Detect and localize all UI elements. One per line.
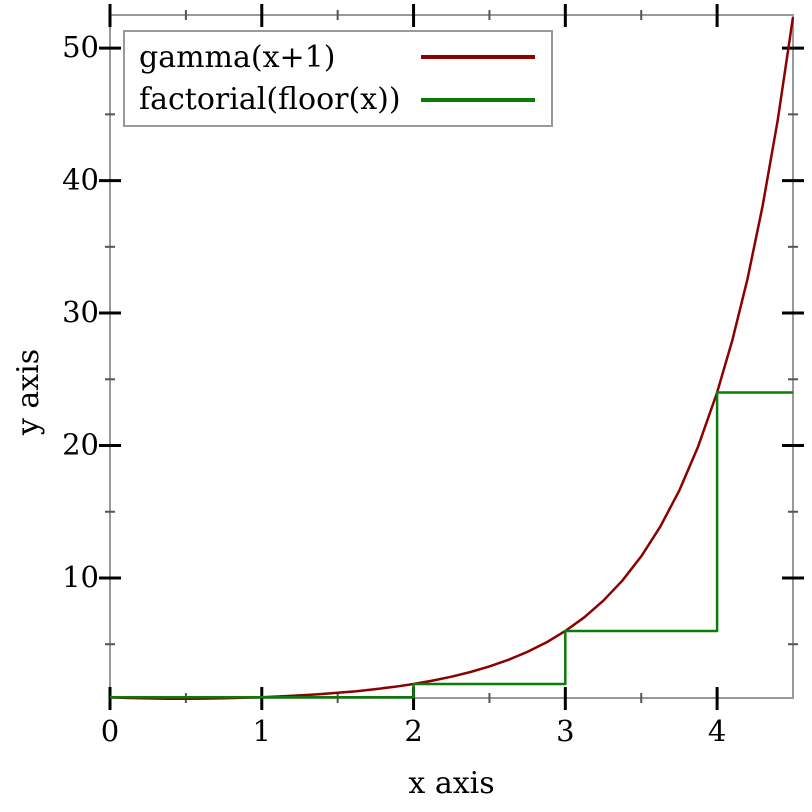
series-line-factorial xyxy=(110,391,793,699)
legend-label-gamma: gamma(x+1) xyxy=(139,39,336,75)
axis-frame xyxy=(109,14,794,699)
legend-line-sample-factorial xyxy=(421,97,535,102)
x-axis-title: x axis xyxy=(408,766,495,801)
legend-line-sample-gamma xyxy=(421,55,535,60)
x-tick-label: 3 xyxy=(556,714,574,748)
y-tick-label: 20 xyxy=(62,428,99,462)
legend: gamma(x+1) factorial(floor(x)) xyxy=(123,30,553,127)
x-tick-label: 0 xyxy=(101,714,119,748)
y-tick-label: 30 xyxy=(62,295,99,329)
legend-label-factorial: factorial(floor(x)) xyxy=(139,82,401,118)
y-tick-label: 50 xyxy=(62,30,99,64)
y-axis-title: y axis xyxy=(11,348,46,436)
y-tick-label: 40 xyxy=(62,163,99,197)
legend-entry-gamma: gamma(x+1) xyxy=(139,40,535,75)
legend-entry-factorial: factorial(floor(x)) xyxy=(139,82,535,117)
x-tick-label: 1 xyxy=(253,714,271,748)
x-tick-label: 4 xyxy=(708,714,726,748)
y-tick-label: 10 xyxy=(62,560,99,594)
x-tick-label: 2 xyxy=(404,714,422,748)
